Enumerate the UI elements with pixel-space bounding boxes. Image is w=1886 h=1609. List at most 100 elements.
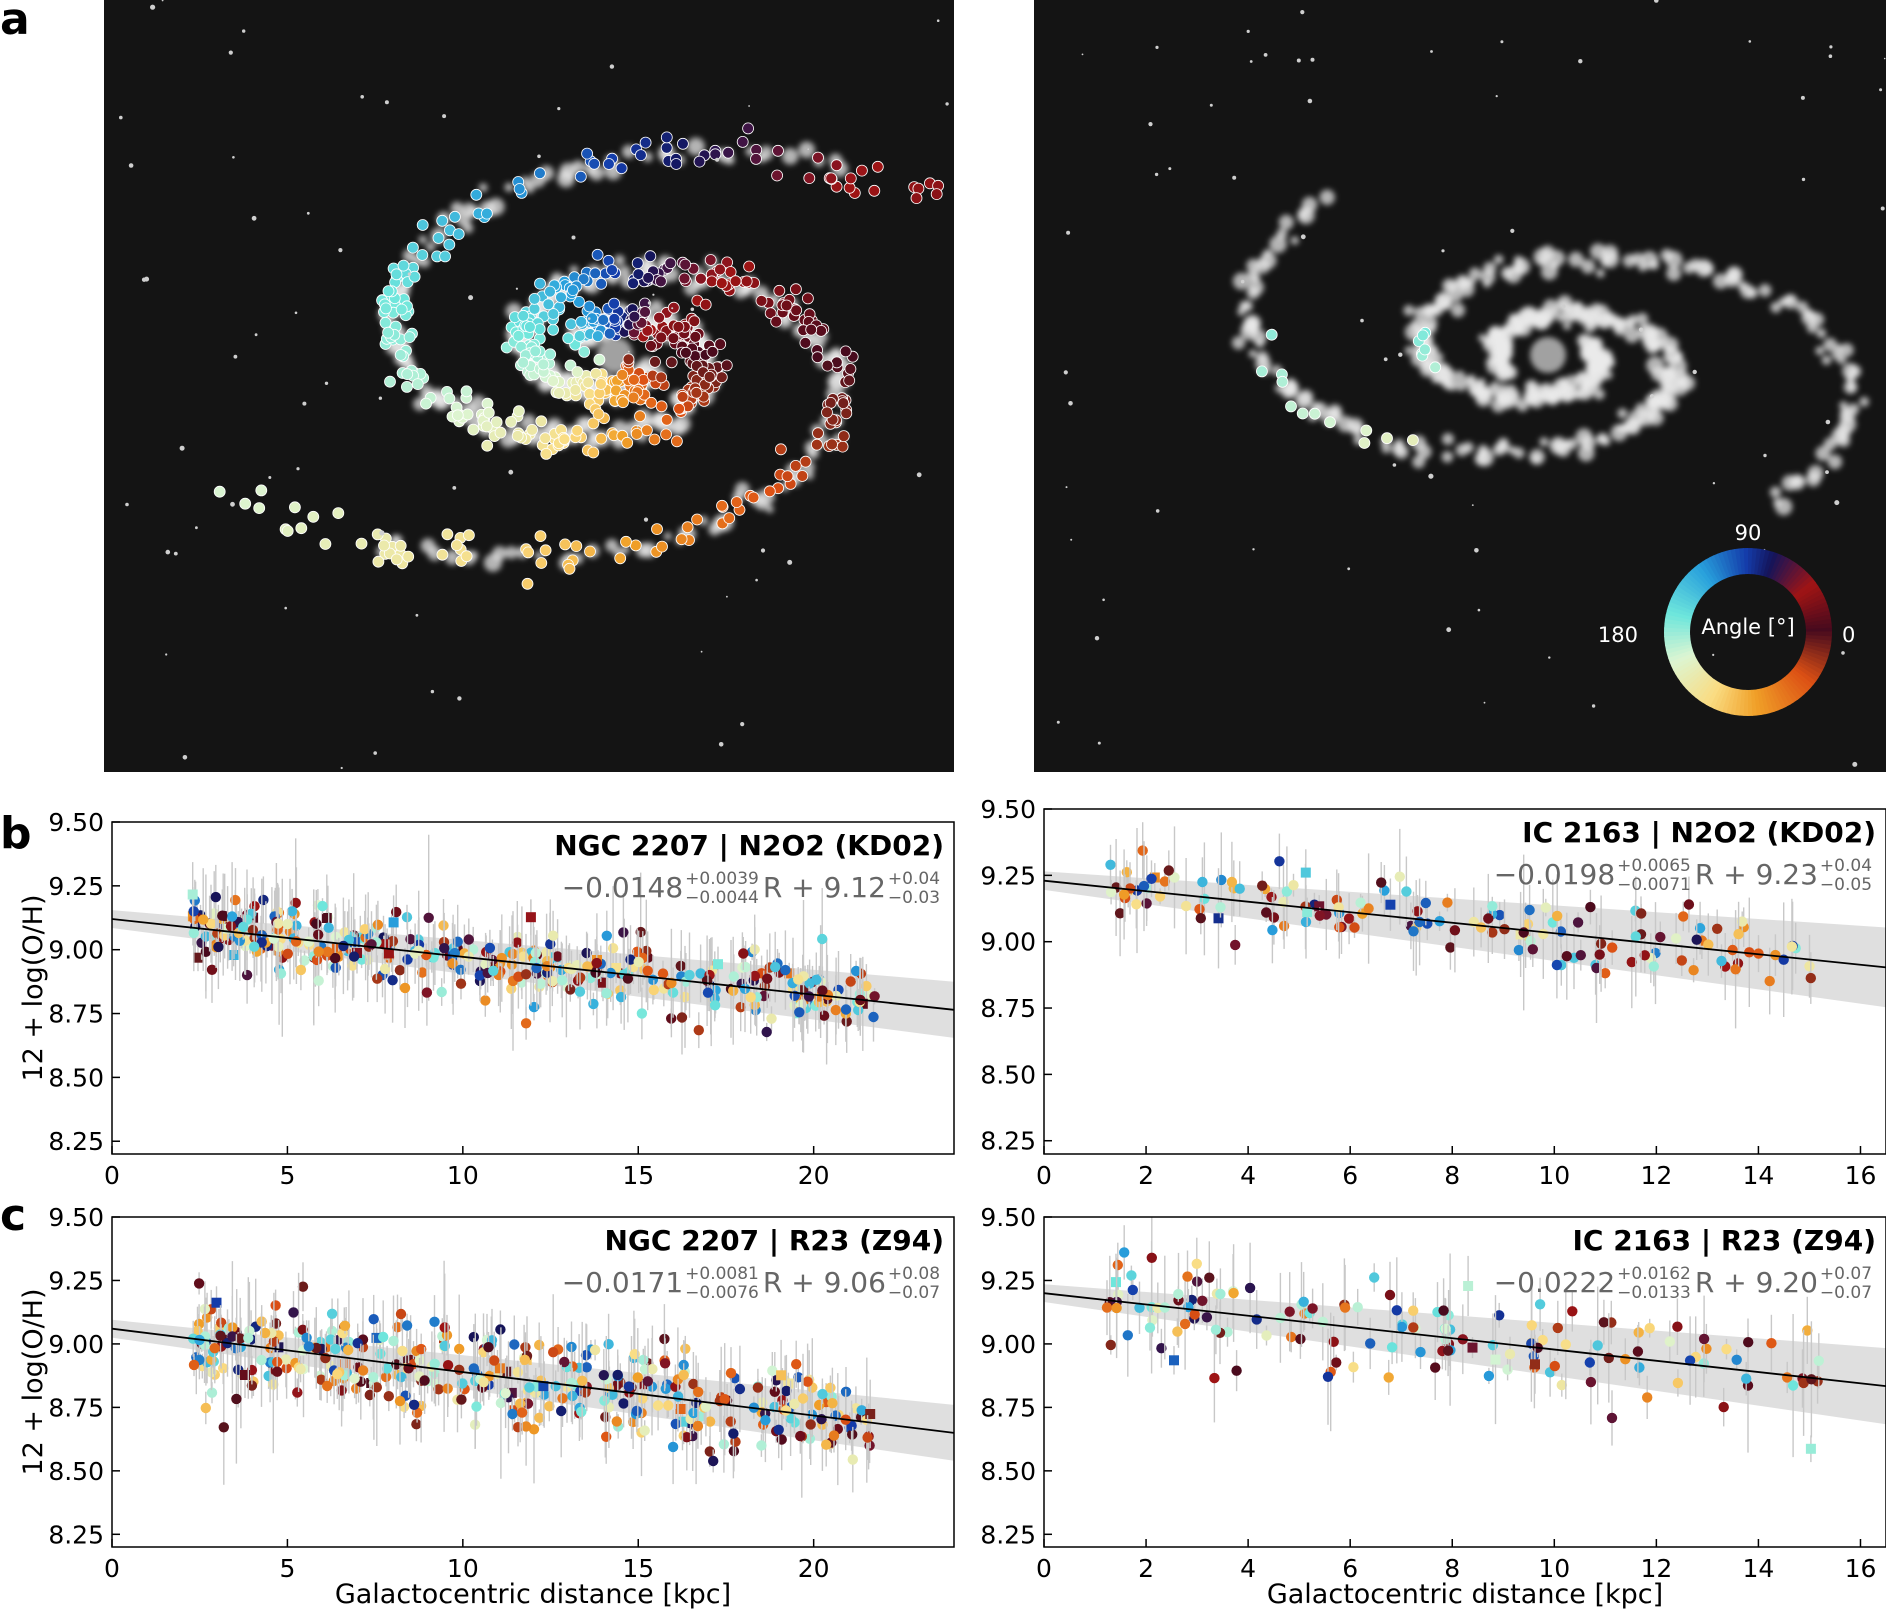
background-star xyxy=(700,650,703,653)
data-point xyxy=(728,1428,739,1439)
panel-title: NGC 2207 | R23 (Z94) xyxy=(605,1224,945,1257)
y-tick-label: 8.25 xyxy=(980,1520,1036,1549)
background-star xyxy=(571,235,576,240)
hii-region xyxy=(578,345,591,358)
data-point xyxy=(856,1405,867,1416)
colorwheel-segment xyxy=(1798,589,1823,606)
hii-region xyxy=(593,353,606,366)
data-point xyxy=(1727,944,1738,956)
fit-slope_down: −0.0044 xyxy=(685,888,759,908)
data-point xyxy=(576,1406,587,1418)
colorwheel-ring xyxy=(1664,548,1832,716)
background-star xyxy=(1392,463,1397,467)
arm-emission xyxy=(505,546,518,559)
data-point xyxy=(1592,1340,1603,1351)
hii-region xyxy=(394,539,407,552)
axes-frame xyxy=(1043,1216,1886,1548)
background-star xyxy=(1148,122,1153,127)
data-point xyxy=(241,969,253,981)
background-star xyxy=(1102,598,1105,602)
data-point xyxy=(413,945,424,956)
data-point xyxy=(198,914,209,925)
hii-region xyxy=(614,552,627,565)
colorwheel-segment xyxy=(1666,606,1693,618)
data-point xyxy=(1483,1370,1495,1382)
hii-region-markers xyxy=(213,122,944,590)
colorwheel-segment xyxy=(1688,673,1710,695)
data-point xyxy=(688,1378,699,1390)
arm-emission xyxy=(1647,327,1659,340)
hii-region xyxy=(281,525,294,537)
background-star xyxy=(587,317,591,320)
data-point xyxy=(326,1308,338,1320)
colorwheel-segment xyxy=(1688,569,1710,592)
data-point xyxy=(695,968,706,979)
background-star xyxy=(508,469,514,475)
data-point xyxy=(1620,1354,1631,1365)
hii-region xyxy=(539,432,552,445)
hii-region xyxy=(213,485,226,498)
data-point xyxy=(725,1367,737,1379)
colorwheel-segment xyxy=(1760,687,1771,715)
data-point-square xyxy=(321,913,332,923)
hii-region xyxy=(574,170,587,183)
colorwheel-segment xyxy=(1677,663,1702,682)
hii-region xyxy=(565,318,577,331)
data-point xyxy=(1538,928,1549,940)
x-tick-label: 4 xyxy=(1240,1161,1256,1190)
hii-region xyxy=(406,241,419,254)
hii-region xyxy=(716,499,728,512)
arm-emission xyxy=(1601,244,1619,262)
hii-region xyxy=(627,277,639,290)
background-star xyxy=(1441,249,1445,253)
hii-region xyxy=(648,433,661,446)
hii-region xyxy=(821,359,834,372)
data-point xyxy=(780,964,791,976)
data-point xyxy=(509,1339,520,1350)
data-point xyxy=(1701,1343,1712,1355)
data-point xyxy=(421,987,433,998)
y-tick-label: 9.00 xyxy=(48,936,104,965)
y-axis-label: 12 + log(O/H) xyxy=(18,894,49,1081)
data-point xyxy=(1766,1338,1777,1349)
hii-region xyxy=(595,378,607,390)
fit-slope: −0.0171 xyxy=(562,1266,683,1299)
data-point xyxy=(227,1331,238,1342)
arm-emission xyxy=(1468,267,1482,281)
data-point xyxy=(1644,1323,1655,1334)
hii-region xyxy=(680,346,692,359)
arm-emission xyxy=(1805,471,1821,487)
background-star xyxy=(302,401,307,406)
data-point xyxy=(1134,1302,1145,1314)
colorwheel-segment xyxy=(1709,683,1725,709)
data-point xyxy=(652,1400,664,1411)
background-star xyxy=(119,115,123,120)
hii-region xyxy=(660,428,672,441)
arm-emission xyxy=(1661,385,1672,396)
data-point xyxy=(770,961,781,973)
x-tick-label: 16 xyxy=(1845,1161,1877,1190)
data-point xyxy=(343,1344,354,1356)
background-star xyxy=(627,350,630,353)
hii-region xyxy=(747,491,760,504)
hii-region xyxy=(439,250,452,263)
colorwheel-segment xyxy=(1794,582,1819,601)
hii-region xyxy=(1285,400,1297,413)
arm-emission xyxy=(1596,313,1612,329)
background-star xyxy=(1800,95,1805,100)
data-point xyxy=(297,1324,308,1336)
hii-region xyxy=(378,539,390,552)
arm-emission xyxy=(1259,252,1277,269)
background-star xyxy=(1430,50,1433,53)
arm-emission xyxy=(1319,189,1335,205)
data-point xyxy=(268,933,279,944)
data-point xyxy=(850,965,862,977)
arm-emission xyxy=(1441,433,1455,446)
arm-emission xyxy=(1231,336,1246,350)
hii-region xyxy=(699,298,712,311)
data-point xyxy=(1770,949,1781,961)
background-star xyxy=(718,742,724,747)
fit-slope_up: +0.0039 xyxy=(685,869,759,889)
background-star xyxy=(173,551,178,556)
background-star xyxy=(161,0,164,2)
